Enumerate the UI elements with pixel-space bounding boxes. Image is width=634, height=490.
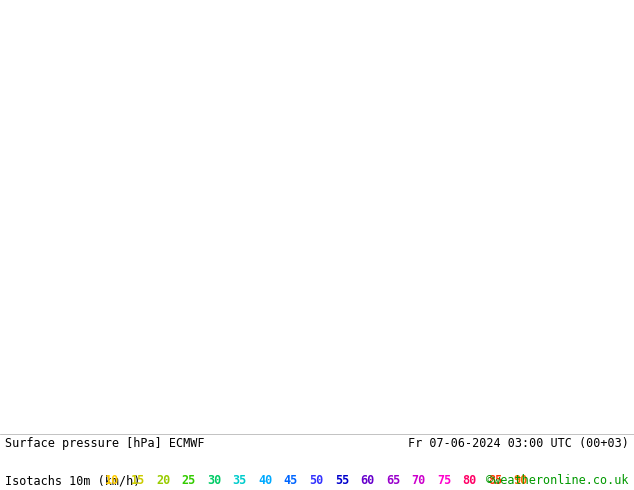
Text: 70: 70 [411, 474, 425, 487]
Text: 85: 85 [488, 474, 502, 487]
Text: Surface pressure [hPa] ECMWF: Surface pressure [hPa] ECMWF [5, 437, 205, 450]
Text: 75: 75 [437, 474, 451, 487]
Text: 55: 55 [335, 474, 349, 487]
Text: 65: 65 [386, 474, 400, 487]
Text: 35: 35 [233, 474, 247, 487]
Text: Isotachs 10m (km/h): Isotachs 10m (km/h) [5, 474, 141, 487]
Text: 50: 50 [309, 474, 323, 487]
Text: ©weatheronline.co.uk: ©weatheronline.co.uk [486, 474, 629, 487]
Text: 30: 30 [207, 474, 221, 487]
Text: 90: 90 [514, 474, 527, 487]
Text: Fr 07-06-2024 03:00 UTC (00+03): Fr 07-06-2024 03:00 UTC (00+03) [408, 437, 629, 450]
Text: 40: 40 [258, 474, 273, 487]
Text: 10: 10 [105, 474, 119, 487]
Text: 45: 45 [284, 474, 298, 487]
Text: 25: 25 [182, 474, 196, 487]
Text: 80: 80 [462, 474, 477, 487]
Text: 60: 60 [360, 474, 375, 487]
Text: 20: 20 [156, 474, 171, 487]
Text: 15: 15 [131, 474, 145, 487]
